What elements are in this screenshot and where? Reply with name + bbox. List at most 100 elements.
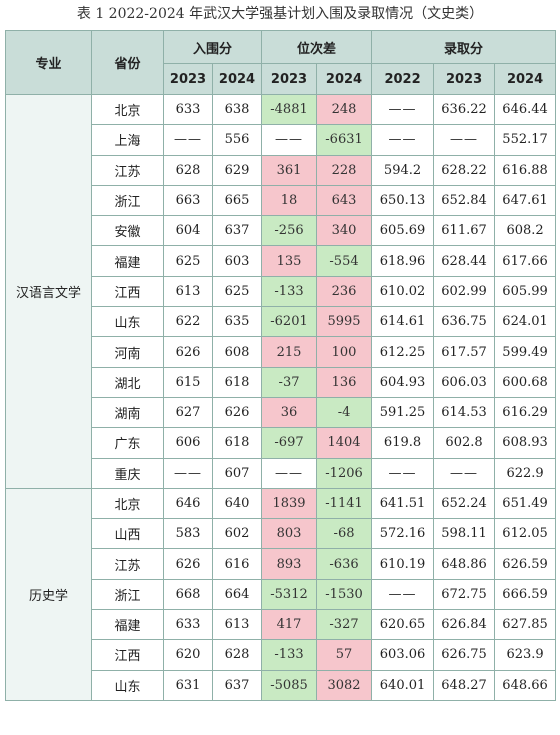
- value-cell-r2024: 57: [316, 639, 373, 671]
- value-cell-a2022: 612.25: [371, 336, 435, 368]
- value-cell-r2023: -697: [261, 427, 318, 459]
- value-cell-a2023: 617.57: [433, 336, 496, 368]
- value-cell-a2023: 636.75: [433, 306, 496, 338]
- value-cell-r2024: 1404: [316, 427, 373, 459]
- value-cell-r2023: 361: [261, 154, 318, 186]
- province-cell: 山东: [91, 306, 164, 338]
- value-cell-a2023: 652.24: [433, 487, 496, 520]
- value-cell-a2023: 628.22: [433, 154, 496, 186]
- value-cell-a2024: 626.59: [494, 548, 557, 580]
- value-cell-a2024: 666.59: [494, 578, 557, 611]
- value-cell-a2024: 616.29: [494, 396, 557, 429]
- table-row: 江苏 626 616 893 -636 610.19 648.86 626.59: [6, 548, 557, 580]
- value-cell-a2022: 591.25: [371, 396, 435, 429]
- value-cell-a2023: 626.75: [433, 639, 496, 671]
- value-cell-r2024: 136: [316, 366, 373, 398]
- province-cell: 湖南: [91, 396, 164, 429]
- value-cell-c2023: 583: [163, 518, 213, 550]
- table-row: 广东 606 618 -697 1404 619.8 602.8 608.93: [6, 427, 557, 459]
- header-major: 专业: [5, 30, 92, 95]
- value-cell-c2023: 622: [163, 306, 213, 338]
- value-cell-r2023: -37: [261, 366, 318, 398]
- table-row: 福建 633 613 417 -327 620.65 626.84 627.85: [6, 609, 557, 641]
- value-cell-a2024: 552.17: [494, 124, 557, 156]
- table-row: 汉语言文学 北京 633 638 -4881 248 —— 636.22 646.44: [5, 93, 557, 489]
- table-row: 浙江 668 664 -5312 -1530 —— 672.75 666.59: [6, 578, 557, 611]
- table-row: 上海 —— 556 —— -6631 —— —— 552.17: [6, 124, 557, 156]
- value-cell-r2023: 803: [261, 518, 318, 550]
- value-cell-a2022: ——: [371, 124, 435, 156]
- value-cell-r2023: 417: [261, 609, 318, 641]
- header-rank-diff: 位次差: [261, 30, 373, 64]
- province-cell: 北京: [91, 487, 164, 520]
- value-cell-a2023: 628.44: [433, 245, 496, 277]
- value-cell-c2023: 631: [163, 669, 213, 701]
- value-cell-a2023: 626.84: [433, 609, 496, 641]
- value-cell-a2022: ——: [371, 457, 435, 489]
- value-cell-a2024: 622.9: [494, 457, 557, 489]
- province-cell: 河南: [91, 336, 164, 368]
- major-cell: 历史学: [5, 487, 92, 701]
- value-cell-a2022: 594.2: [371, 154, 435, 186]
- table-row: 福建 625 603 135 -554 618.96 628.44 617.66: [6, 245, 557, 277]
- value-cell-a2023: 602.8: [433, 427, 496, 459]
- value-cell-r2024: 340: [316, 215, 373, 247]
- header-cutoff-2023: 2023: [163, 63, 213, 95]
- value-cell-c2024: 635: [211, 306, 263, 338]
- table-row: 江西 620 628 -133 57 603.06 626.75 623.9: [6, 639, 557, 671]
- province-cell: 安徽: [91, 215, 164, 247]
- value-cell-r2023: ——: [261, 457, 318, 489]
- value-cell-c2023: 626: [163, 548, 213, 580]
- value-cell-a2023: 602.99: [433, 275, 496, 308]
- value-cell-a2024: 605.99: [494, 275, 557, 308]
- value-cell-a2024: 608.93: [494, 427, 557, 459]
- value-cell-c2024: 608: [211, 336, 263, 368]
- value-cell-a2022: 605.69: [371, 215, 435, 247]
- value-cell-r2023: 1839: [261, 487, 318, 520]
- value-cell-a2024: 651.49: [494, 487, 557, 520]
- value-cell-c2024: 607: [211, 457, 263, 489]
- value-cell-c2024: 618: [211, 366, 263, 398]
- value-cell-c2023: ——: [163, 457, 213, 489]
- value-cell-c2024: 637: [211, 669, 263, 701]
- value-cell-c2024: 613: [211, 609, 263, 641]
- value-cell-c2024: 603: [211, 245, 263, 277]
- value-cell-r2023: -133: [261, 639, 318, 671]
- province-cell: 福建: [91, 245, 164, 277]
- value-cell-a2022: ——: [371, 578, 435, 611]
- province-cell: 浙江: [91, 184, 164, 217]
- province-cell: 山东: [91, 669, 164, 701]
- header-cutoff-2024: 2024: [211, 63, 263, 95]
- province-cell: 江苏: [91, 548, 164, 580]
- value-cell-c2023: 633: [163, 93, 213, 126]
- value-cell-r2024: 228: [316, 154, 373, 186]
- value-cell-r2023: 18: [261, 184, 318, 217]
- value-cell-c2023: 668: [163, 578, 213, 611]
- value-cell-a2022: 614.61: [371, 306, 435, 338]
- value-cell-c2024: 602: [211, 518, 263, 550]
- value-cell-a2024: 608.2: [494, 215, 557, 247]
- value-cell-a2022: 640.01: [371, 669, 435, 701]
- value-cell-c2023: 620: [163, 639, 213, 671]
- value-cell-r2023: 135: [261, 245, 318, 277]
- value-cell-r2024: -4: [316, 396, 373, 429]
- value-cell-a2024: 617.66: [494, 245, 557, 277]
- value-cell-c2024: 637: [211, 215, 263, 247]
- province-cell: 福建: [91, 609, 164, 641]
- value-cell-c2024: 629: [211, 154, 263, 186]
- value-cell-a2022: 620.65: [371, 609, 435, 641]
- value-cell-r2024: -68: [316, 518, 373, 550]
- value-cell-c2023: 606: [163, 427, 213, 459]
- province-cell: 上海: [91, 124, 164, 156]
- value-cell-a2023: 652.84: [433, 184, 496, 217]
- province-cell: 江西: [91, 275, 164, 308]
- province-cell: 湖北: [91, 366, 164, 398]
- value-cell-r2024: -6631: [316, 124, 373, 156]
- value-cell-c2023: 626: [163, 336, 213, 368]
- province-cell: 山西: [91, 518, 164, 550]
- value-cell-c2024: 626: [211, 396, 263, 429]
- value-cell-a2022: 641.51: [371, 487, 435, 520]
- admission-table: 专业 省份 入围分 位次差 录取分 2023 2024 2023 2024 20…: [5, 30, 557, 701]
- value-cell-c2023: 663: [163, 184, 213, 217]
- value-cell-a2023: ——: [433, 124, 496, 156]
